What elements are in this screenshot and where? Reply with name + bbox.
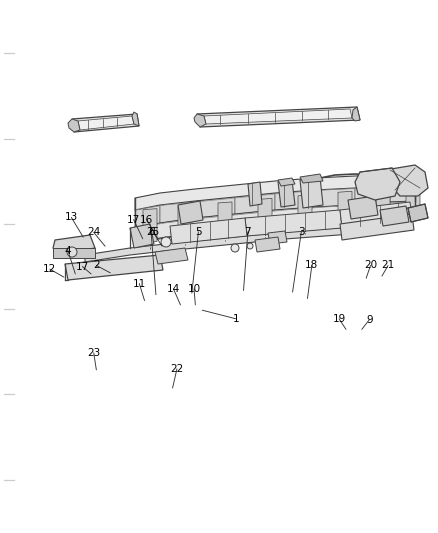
Circle shape: [252, 193, 258, 199]
Polygon shape: [245, 210, 342, 236]
Text: 21: 21: [381, 261, 395, 270]
Text: 24: 24: [87, 228, 100, 237]
Text: 1: 1: [232, 314, 239, 324]
Polygon shape: [155, 248, 188, 264]
Polygon shape: [85, 224, 405, 262]
Polygon shape: [298, 195, 312, 228]
Polygon shape: [53, 248, 95, 258]
Text: 2: 2: [93, 261, 100, 270]
Circle shape: [365, 209, 371, 215]
Text: 22: 22: [170, 364, 184, 374]
Text: 16: 16: [140, 215, 153, 224]
Text: 25: 25: [147, 228, 160, 237]
Polygon shape: [132, 112, 139, 126]
Polygon shape: [143, 208, 157, 243]
Polygon shape: [390, 185, 415, 202]
Polygon shape: [160, 201, 195, 223]
Circle shape: [231, 244, 239, 252]
Text: 12: 12: [43, 264, 57, 274]
Polygon shape: [135, 205, 160, 228]
Text: 14: 14: [167, 284, 180, 294]
Polygon shape: [130, 224, 154, 248]
Polygon shape: [268, 231, 287, 244]
Polygon shape: [355, 186, 390, 205]
Polygon shape: [355, 168, 400, 200]
Polygon shape: [380, 206, 409, 226]
Polygon shape: [408, 204, 428, 222]
Text: 7: 7: [244, 227, 251, 237]
Circle shape: [247, 243, 253, 249]
Text: 23: 23: [87, 348, 100, 358]
Polygon shape: [338, 191, 352, 224]
Text: 13: 13: [65, 213, 78, 222]
Circle shape: [369, 177, 381, 189]
Polygon shape: [300, 177, 323, 208]
Polygon shape: [258, 198, 272, 231]
Polygon shape: [235, 193, 275, 214]
Polygon shape: [72, 114, 139, 132]
Polygon shape: [68, 119, 80, 132]
Polygon shape: [352, 107, 360, 121]
Text: 17: 17: [76, 262, 89, 271]
Polygon shape: [278, 178, 295, 186]
Circle shape: [356, 203, 364, 211]
Polygon shape: [135, 201, 415, 243]
Text: 20: 20: [364, 261, 377, 270]
Polygon shape: [170, 218, 247, 244]
Polygon shape: [178, 201, 203, 224]
Text: 11: 11: [133, 279, 146, 288]
Text: 3: 3: [298, 227, 305, 237]
Polygon shape: [406, 185, 420, 217]
Polygon shape: [178, 206, 192, 239]
Polygon shape: [248, 182, 262, 206]
Polygon shape: [385, 165, 428, 196]
Text: 10: 10: [187, 284, 201, 294]
Text: 5: 5: [195, 227, 202, 237]
Polygon shape: [376, 188, 390, 220]
Polygon shape: [340, 214, 414, 240]
Text: 17: 17: [127, 215, 140, 224]
Text: 6: 6: [148, 227, 155, 237]
Polygon shape: [194, 114, 206, 127]
Polygon shape: [255, 237, 280, 252]
Polygon shape: [65, 255, 163, 280]
Polygon shape: [135, 173, 415, 210]
Polygon shape: [204, 109, 352, 124]
Polygon shape: [315, 188, 355, 207]
Polygon shape: [340, 202, 412, 228]
Circle shape: [161, 237, 171, 247]
Polygon shape: [197, 107, 360, 127]
Polygon shape: [278, 180, 295, 207]
Circle shape: [378, 188, 386, 196]
Circle shape: [67, 247, 77, 257]
Text: 9: 9: [366, 315, 373, 325]
Text: 19: 19: [332, 314, 346, 324]
Polygon shape: [195, 197, 235, 218]
Polygon shape: [218, 202, 232, 236]
Polygon shape: [300, 174, 323, 183]
Polygon shape: [348, 196, 378, 219]
Text: 4: 4: [64, 246, 71, 255]
Polygon shape: [53, 235, 95, 254]
Polygon shape: [78, 116, 134, 130]
Text: 18: 18: [305, 261, 318, 270]
Polygon shape: [275, 190, 315, 210]
